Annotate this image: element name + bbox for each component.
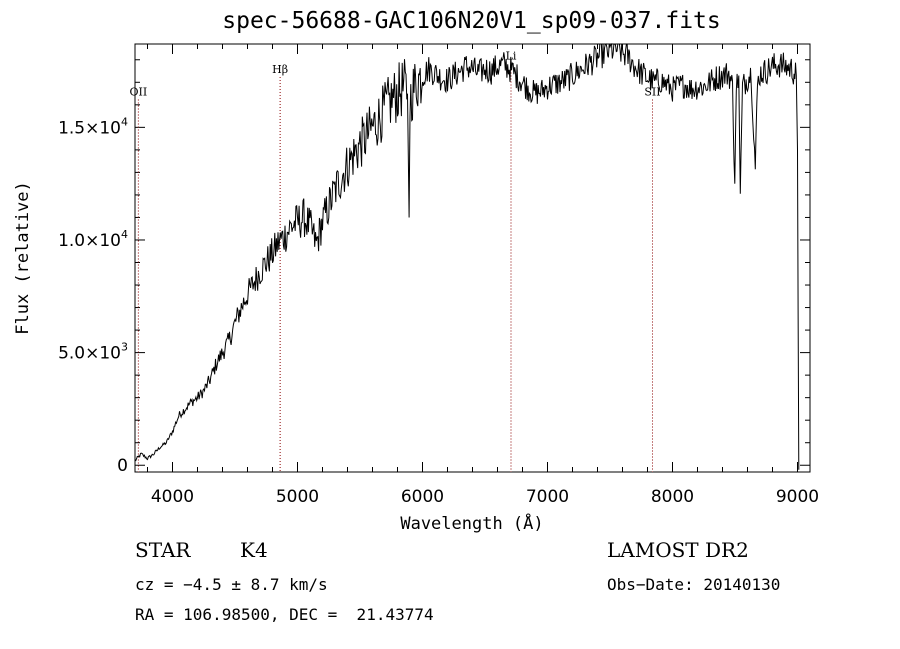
y-tick-label: 1.5×104: [58, 115, 128, 138]
plot-border: [134, 43, 811, 473]
spectral-line-label: OII: [130, 86, 148, 99]
y-tick-label: 5.0×103: [58, 341, 128, 364]
spectral-line-label: Hβ: [272, 63, 288, 76]
spectral-line-label: Li: [506, 50, 517, 63]
survey-name: LAMOST DR2: [607, 538, 749, 562]
observation-date: Obs−Date: 20140130: [607, 575, 781, 594]
object-subclass: K4: [240, 538, 268, 562]
object-class: STAR: [135, 538, 191, 562]
sky-coordinates: RA = 106.98500, DEC = 21.43774: [135, 605, 434, 624]
axis-ticks: [135, 44, 810, 472]
x-tick-label: 9000: [776, 487, 819, 507]
y-tick-labels: 0 5.0×103 1.0×104 1.5×104: [58, 115, 128, 476]
x-tick-label: 5000: [276, 487, 319, 507]
y-axis-label: Flux (relative): [13, 181, 33, 335]
redshift-cz: cz = −4.5 ± 8.7 km/s: [135, 575, 328, 594]
x-tick-label: 6000: [401, 487, 444, 507]
y-tick-label: 0: [117, 456, 128, 476]
y-tick-label: 1.0×104: [58, 228, 128, 251]
spectral-line-markers: OII Hβ Li SII: [130, 50, 661, 472]
spectral-line-label: SII: [644, 86, 660, 99]
chart-title: spec-56688-GAC106N20V1_sp09-037.fits: [222, 8, 721, 34]
x-tick-labels: 4000 5000 6000 7000 8000 9000: [151, 487, 819, 507]
x-tick-label: 4000: [151, 487, 194, 507]
x-tick-label: 7000: [526, 487, 569, 507]
x-axis-label: Wavelength (Å): [400, 512, 543, 534]
x-tick-label: 8000: [651, 487, 694, 507]
spectrum-line: [134, 43, 800, 470]
plot-frame: [134, 43, 811, 473]
